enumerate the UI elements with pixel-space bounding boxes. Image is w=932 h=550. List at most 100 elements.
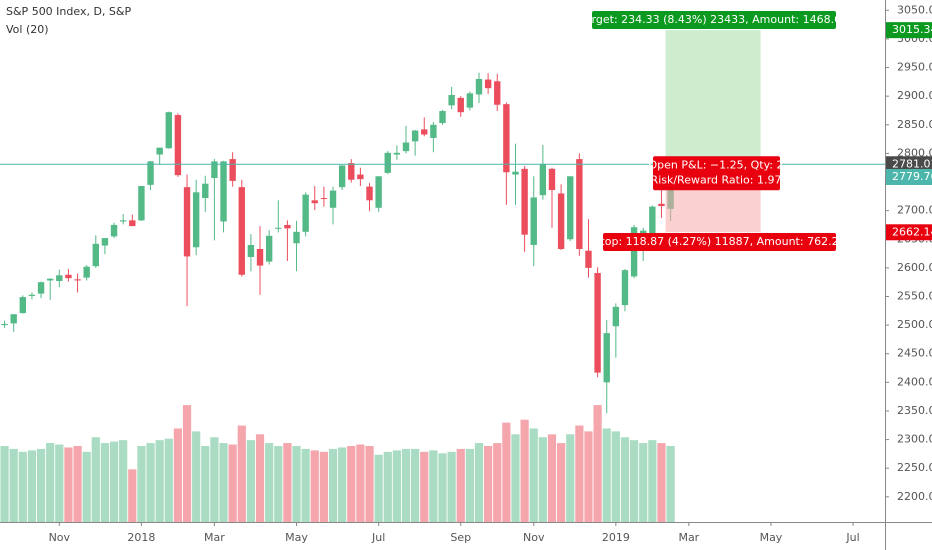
volume-bar: [593, 405, 602, 522]
y-tick-label: 2350.00: [897, 404, 932, 417]
candle-body: [430, 124, 437, 138]
candle-body: [174, 115, 182, 176]
volume-bar: [547, 434, 557, 522]
candle-body: [585, 250, 592, 268]
volume-bar: [46, 443, 55, 522]
volume-bar: [27, 450, 37, 522]
y-tick-label: 2300.00: [897, 433, 932, 446]
y-tick-label: 2450.00: [897, 347, 932, 360]
candle-body: [129, 220, 136, 227]
price-axis: 2200.00 2250.00 2300.00 2350.00 2400.00 2450.…: [885, 3, 932, 503]
candle-body: [421, 129, 428, 135]
x-tick-label: Sep: [450, 531, 471, 544]
volume-bar: [365, 446, 374, 522]
candle-body: [293, 231, 300, 244]
volume-bar: [584, 431, 593, 522]
volume-bar: [265, 443, 274, 522]
candle-body: [539, 164, 547, 196]
candle-body: [466, 93, 474, 108]
last-price: 2779.76: [892, 170, 932, 183]
volume-bar: [283, 443, 292, 522]
chart-title: S&P 500 Index, D, S&P: [6, 5, 131, 18]
candle-body: [494, 81, 501, 105]
stop-label-box: [603, 233, 836, 251]
volume-bar: [438, 453, 447, 522]
candle-body: [503, 104, 510, 173]
candle-body: [119, 220, 127, 222]
volume-bar: [155, 440, 164, 522]
candle-body: [211, 161, 218, 179]
candle-body: [567, 176, 574, 240]
entry-price: 2781.01: [892, 157, 932, 170]
candle-body: [92, 243, 99, 267]
volume-bar: [182, 405, 192, 522]
candle-body: [265, 235, 273, 262]
candle-body: [594, 273, 601, 373]
volume-bar: [411, 448, 420, 522]
volume-bar: [255, 434, 265, 522]
x-tick-label: Mar: [204, 531, 225, 544]
volume-bar: [347, 446, 356, 522]
candle-body: [512, 171, 519, 175]
y-tick-label: 2700.00: [897, 204, 932, 217]
candle-body: [621, 270, 629, 306]
candle-body: [220, 161, 227, 222]
candle-body: [10, 314, 17, 324]
x-tick-label: Mar: [678, 531, 699, 544]
candle-body: [576, 159, 583, 249]
volume-bar: [639, 443, 648, 522]
pnl-label: Open P&L: −1.25, Qty: 2: [648, 158, 783, 171]
candle-body: [484, 79, 492, 89]
volume-bar: [557, 443, 566, 522]
candle-body: [338, 165, 346, 188]
volume-bar: [611, 431, 620, 522]
volume-bar: [274, 446, 283, 522]
volume-bar: [456, 448, 465, 522]
candle-body: [156, 147, 163, 155]
candle-body: [630, 227, 638, 277]
volume-bar: [383, 451, 392, 522]
volume-bar: [465, 448, 474, 522]
entry-price-box: [886, 156, 932, 173]
target-price: 3015.34: [892, 23, 932, 36]
y-tick-label: 2500.00: [897, 318, 932, 331]
volume-bar: [538, 437, 547, 522]
candle-body: [548, 168, 556, 191]
volume-bar: [328, 448, 338, 522]
candle-body: [101, 238, 109, 246]
x-tick-label: Jul: [371, 531, 385, 544]
volume-bar: [319, 451, 328, 522]
volume-bar: [648, 440, 657, 522]
stop-price-box: [886, 224, 932, 241]
candle-body: [229, 159, 236, 181]
candle-body: [640, 230, 647, 236]
volume-bar: [520, 419, 529, 522]
candle-body: [284, 224, 291, 229]
x-tick-label: Nov: [523, 531, 545, 544]
y-tick-label: 2850.00: [897, 118, 932, 131]
volume-bar: [401, 448, 411, 522]
candle-body: [384, 152, 391, 173]
candle-body: [37, 282, 45, 294]
candle-body: [457, 97, 464, 113]
x-tick-label: Jul: [845, 531, 859, 544]
volume-bar: [502, 422, 511, 522]
volume-bar: [192, 431, 201, 522]
candle-body: [275, 227, 282, 229]
volume-bar: [73, 446, 82, 522]
volume-bar: [36, 448, 46, 522]
y-tick-label: 2950.00: [897, 61, 932, 74]
volume-bar: [146, 443, 155, 522]
candle-body: [530, 197, 537, 245]
candle-body: [557, 193, 565, 249]
candle-body: [302, 194, 309, 232]
volume-bar: [301, 448, 310, 522]
volume-bar: [237, 425, 246, 522]
volume-bar: [100, 443, 110, 522]
x-tick-label: 2018: [127, 531, 155, 544]
candle-body: [311, 200, 318, 204]
candle-body: [658, 203, 665, 207]
candle-body: [74, 279, 81, 281]
y-tick-label: 2250.00: [897, 461, 932, 474]
